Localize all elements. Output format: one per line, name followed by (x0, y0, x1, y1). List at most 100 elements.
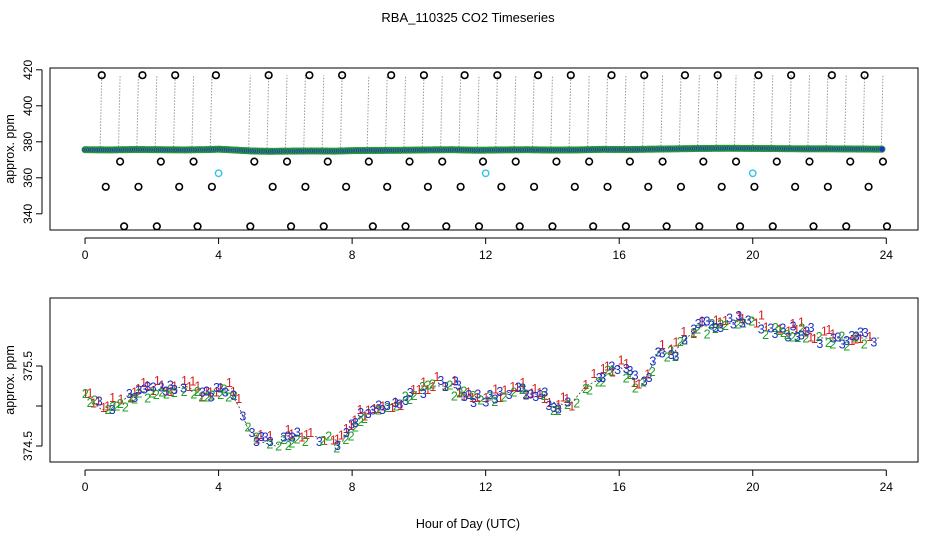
x-tick-label: 16 (613, 480, 627, 494)
marker-3: 3 (623, 362, 630, 376)
marker-2: 2 (541, 389, 548, 403)
marker-3: 3 (131, 391, 138, 405)
marker-1: 1 (267, 429, 274, 443)
calibration-point (860, 71, 869, 80)
marker-3: 3 (249, 426, 256, 440)
x-tick-label: 20 (746, 480, 760, 494)
marker-2: 2 (825, 336, 832, 350)
marker-3: 3 (348, 418, 355, 432)
marker-3: 3 (537, 388, 544, 402)
marker-3: 3 (199, 385, 206, 399)
marker-1: 1 (546, 396, 553, 410)
calibration-trace (266, 75, 270, 152)
marker-3: 3 (515, 381, 522, 395)
cyan-point (214, 169, 223, 178)
calibration-point (460, 71, 469, 80)
marker-2: 2 (451, 389, 458, 403)
calibration-trace (623, 75, 627, 150)
marker-1: 1 (87, 386, 94, 400)
marker-2: 2 (419, 380, 426, 394)
marker-3: 3 (632, 369, 639, 383)
marker-1: 1 (140, 376, 147, 390)
calibration-point (493, 71, 502, 80)
marker-3: 3 (180, 382, 187, 396)
calibration-point (589, 222, 598, 231)
marker-3: 3 (708, 319, 715, 333)
calibration-trace (697, 75, 700, 149)
calibration-point (134, 182, 143, 191)
marker-3: 3 (230, 389, 237, 403)
marker-2: 2 (348, 429, 355, 443)
marker-3: 3 (550, 401, 557, 415)
marker-1: 1 (582, 378, 589, 392)
marker-2: 2 (411, 389, 418, 403)
marker-3: 3 (704, 315, 711, 329)
calibration-trace (385, 75, 388, 151)
marker-3: 3 (853, 329, 860, 343)
marker-1: 1 (213, 386, 220, 400)
marker-2: 2 (285, 439, 292, 453)
marker-1: 1 (802, 326, 809, 340)
calibration-trace (248, 75, 251, 151)
x-tick-label: 16 (613, 248, 627, 262)
calibration-trace (136, 75, 139, 150)
marker-1: 1 (298, 431, 305, 445)
marker-1: 1 (465, 385, 472, 399)
marker-2: 2 (144, 392, 151, 406)
y-axis-title: approx. ppm (3, 114, 17, 183)
calibration-point (607, 71, 616, 80)
marker-1: 1 (736, 310, 743, 324)
marker-1: 1 (118, 393, 125, 407)
marker-2: 2 (181, 385, 188, 399)
y-tick-label: 340 (21, 203, 35, 223)
marker-1: 1 (365, 403, 372, 417)
calibration-point (497, 182, 506, 191)
calibration-point (529, 182, 539, 191)
marker-3: 3 (699, 315, 706, 329)
calibration-trace (476, 75, 480, 151)
marker-3: 3 (262, 431, 269, 445)
marker-3: 3 (735, 309, 742, 323)
marker-3: 3 (96, 395, 103, 409)
marker-2: 2 (245, 421, 252, 435)
marker-2: 2 (852, 331, 859, 345)
marker-1: 1 (163, 384, 170, 398)
marker-3: 3 (772, 327, 779, 341)
marker-1: 1 (397, 399, 404, 413)
calibration-point (152, 222, 161, 231)
marker-2: 2 (167, 382, 174, 396)
marker-3: 3 (681, 333, 688, 347)
marker-1: 1 (811, 332, 818, 346)
marker-2: 2 (280, 433, 287, 447)
marker-2: 2 (789, 330, 796, 344)
marker-1: 1 (623, 357, 630, 371)
marker-2: 2 (470, 389, 477, 403)
marker-2: 2 (722, 319, 729, 333)
marker-3: 3 (365, 407, 372, 421)
marker-3: 3 (253, 435, 260, 449)
marker-3: 3 (608, 359, 615, 373)
marker-3: 3 (843, 334, 850, 348)
y-axis-title: approx. ppm (3, 345, 17, 414)
marker-2: 2 (829, 338, 836, 352)
calibration-point (305, 71, 314, 80)
marker-3: 3 (316, 435, 323, 449)
marker-1: 1 (483, 391, 490, 405)
marker-3: 3 (717, 321, 724, 335)
marker-3: 3 (407, 386, 414, 400)
marker-2: 2 (491, 395, 498, 409)
marker-3: 3 (420, 387, 427, 401)
calibration-point (175, 182, 184, 191)
marker-3: 3 (767, 322, 774, 336)
marker-2: 2 (456, 387, 463, 401)
marker-2: 2 (361, 412, 368, 426)
marker-2: 2 (486, 390, 493, 404)
marker-2: 2 (148, 386, 155, 400)
marker-3: 3 (816, 337, 823, 351)
y-tick-label: 380 (21, 131, 35, 151)
calibration-point (676, 182, 686, 191)
calibration-point (171, 71, 180, 80)
calibration-point (405, 157, 414, 166)
marker-2: 2 (446, 379, 453, 393)
calibration-trace (770, 75, 774, 149)
